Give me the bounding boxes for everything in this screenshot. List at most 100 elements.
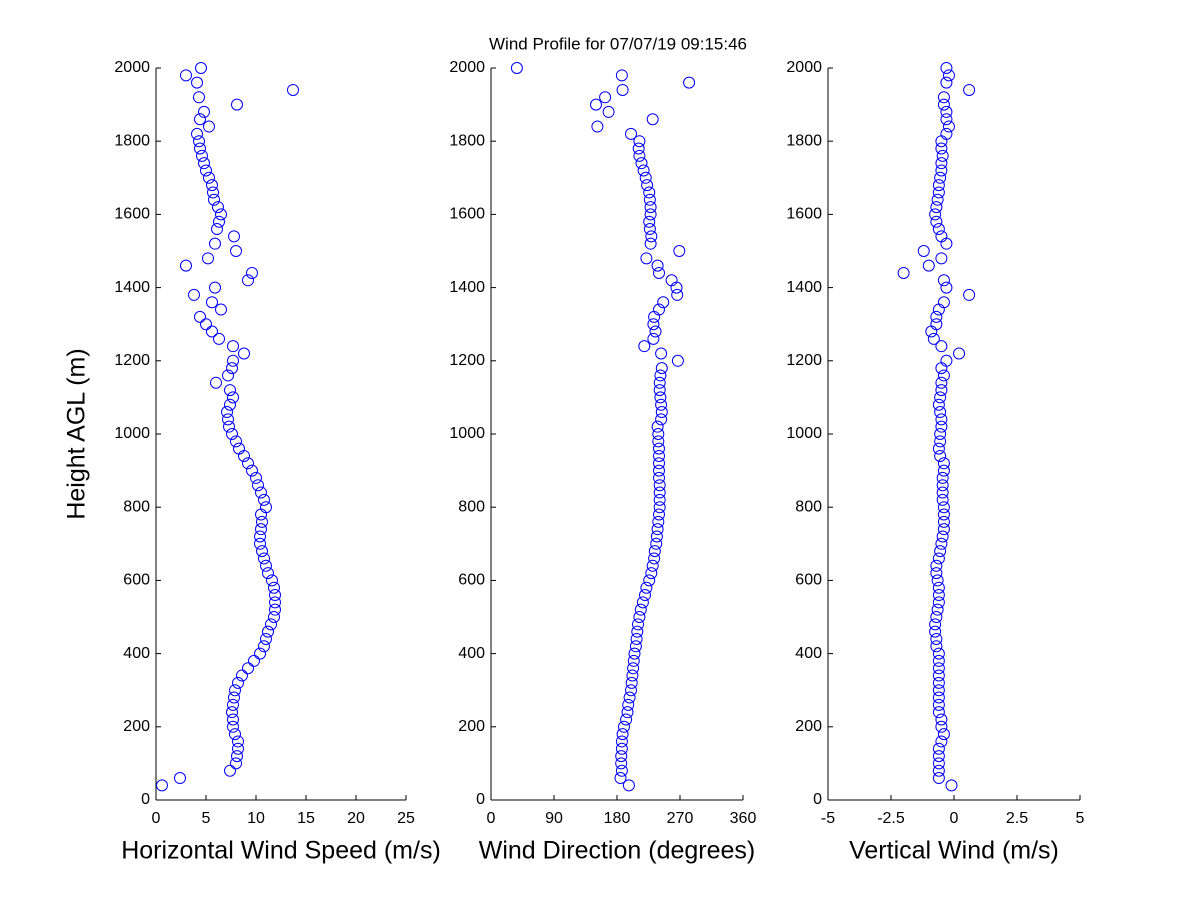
data-point — [654, 391, 667, 404]
data-point — [650, 537, 663, 550]
data-point — [200, 164, 212, 177]
data-point — [932, 552, 945, 565]
data-point — [625, 127, 637, 140]
x-tick-label: 5 — [1076, 810, 1085, 827]
data-point — [932, 654, 945, 667]
data-point — [227, 340, 239, 353]
data-point — [942, 120, 955, 133]
y-tick-label: 1200 — [786, 352, 822, 369]
data-point — [242, 274, 254, 287]
data-point — [937, 274, 950, 287]
data-point — [930, 632, 943, 645]
data-point — [256, 545, 268, 558]
data-point — [930, 215, 943, 228]
data-point — [643, 186, 656, 199]
data-point — [203, 120, 215, 133]
y-tick-label: 400 — [123, 645, 150, 662]
data-point — [632, 142, 645, 155]
data-point — [633, 611, 646, 623]
data-point — [963, 288, 976, 301]
data-point — [953, 347, 966, 360]
y-tick-label: 1000 — [114, 425, 150, 442]
data-point — [250, 471, 262, 484]
data-point — [937, 98, 950, 111]
data-point — [936, 479, 949, 492]
data-point — [641, 179, 654, 192]
data-point — [963, 83, 976, 96]
data-point — [940, 105, 953, 118]
data-point — [935, 384, 948, 397]
y-tick-label: 800 — [795, 498, 822, 515]
data-point — [930, 567, 943, 580]
data-point — [932, 179, 945, 192]
data-point — [633, 135, 646, 148]
data-point — [930, 640, 943, 653]
data-point — [651, 259, 664, 272]
data-point — [655, 406, 668, 419]
y-tick-label: 1800 — [114, 132, 150, 149]
y-tick-label: 2000 — [449, 59, 485, 76]
data-point — [934, 428, 947, 440]
data-point — [932, 691, 945, 704]
data-point — [615, 764, 628, 777]
data-point — [671, 288, 684, 301]
data-point — [191, 127, 203, 140]
data-point — [932, 398, 945, 411]
y-tick-label: 2000 — [114, 59, 150, 76]
data-point — [206, 296, 218, 309]
data-point — [628, 647, 641, 660]
data-point — [226, 362, 238, 375]
data-point — [599, 91, 612, 104]
data-point — [683, 76, 696, 89]
y-tick-label: 800 — [123, 498, 150, 515]
data-point — [194, 142, 206, 155]
data-point — [934, 449, 947, 462]
data-point — [213, 332, 225, 345]
x-tick-label: 270 — [667, 810, 694, 827]
data-point — [929, 618, 942, 631]
data-point — [242, 457, 254, 470]
y-tick-label: 1400 — [449, 279, 485, 296]
x-tick-label: 90 — [545, 810, 563, 827]
data-point — [254, 537, 266, 550]
data-point — [215, 303, 227, 316]
data-point — [228, 691, 240, 704]
data-point — [640, 252, 653, 265]
data-point — [655, 413, 668, 426]
data-point — [228, 230, 240, 243]
data-point — [180, 69, 192, 82]
x-tick-label: -5 — [821, 810, 835, 827]
data-point — [211, 223, 223, 236]
data-point — [644, 237, 657, 250]
data-point — [653, 471, 665, 484]
data-point — [640, 581, 653, 594]
data-point — [929, 625, 942, 638]
data-point — [653, 266, 665, 279]
data-point — [930, 318, 943, 331]
data-point — [227, 698, 239, 711]
data-point — [226, 428, 238, 440]
data-point — [643, 193, 656, 206]
data-point — [937, 501, 950, 514]
data-point — [653, 384, 666, 397]
data-point — [931, 193, 944, 206]
y-tick-label: 800 — [458, 498, 485, 515]
y-tick-label: 1600 — [114, 206, 150, 223]
data-point — [196, 149, 208, 162]
data-point — [930, 201, 943, 214]
data-point — [644, 208, 657, 221]
y-tick-label: 1200 — [114, 352, 150, 369]
data-point — [268, 611, 280, 623]
data-point — [649, 325, 662, 338]
data-point — [645, 567, 658, 580]
data-point — [940, 113, 953, 126]
data-point — [622, 698, 635, 711]
data-point — [212, 201, 224, 214]
y-tick-label: 1200 — [449, 352, 485, 369]
data-point — [655, 398, 668, 411]
data-point — [932, 772, 945, 785]
data-point — [940, 127, 953, 140]
data-point — [227, 391, 239, 404]
data-point — [614, 772, 627, 785]
